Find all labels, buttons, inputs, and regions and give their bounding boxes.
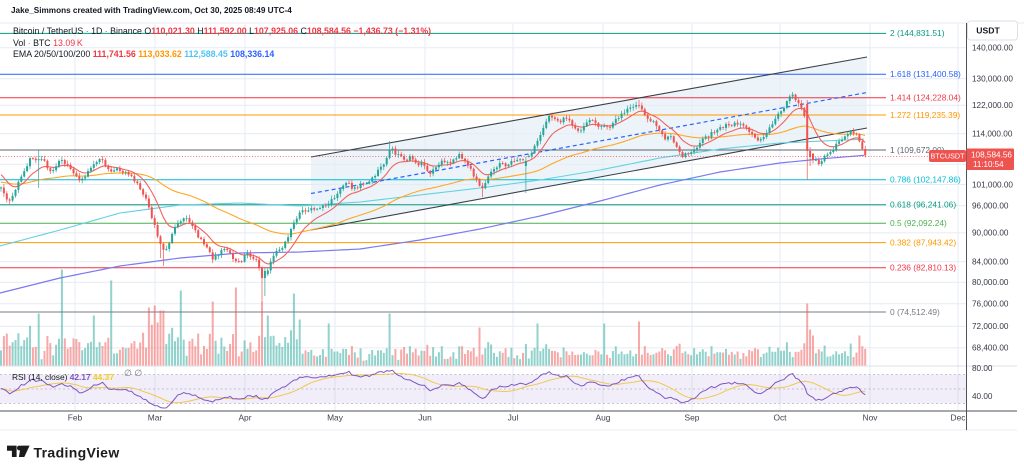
svg-text:108,584.56: 108,584.56 xyxy=(971,151,1012,160)
svg-text:Aug: Aug xyxy=(596,413,611,423)
svg-text:130,000.00: 130,000.00 xyxy=(972,75,1013,84)
svg-text:80,000.00: 80,000.00 xyxy=(972,278,1009,287)
svg-text:140,000.00: 140,000.00 xyxy=(972,44,1013,53)
svg-text:122,000.00: 122,000.00 xyxy=(972,101,1013,110)
svg-text:Dec: Dec xyxy=(951,413,966,423)
svg-text:Jul: Jul xyxy=(508,413,519,423)
svg-text:1.272 (119,235.39): 1.272 (119,235.39) xyxy=(890,110,960,120)
svg-text:Mar: Mar xyxy=(148,413,163,423)
svg-text:101,000.00: 101,000.00 xyxy=(972,180,1013,189)
svg-text:11:10:54: 11:10:54 xyxy=(973,160,1004,169)
svg-text:Nov: Nov xyxy=(863,413,879,423)
svg-text:Jake_Simmons created with Trad: Jake_Simmons created with TradingView.co… xyxy=(11,6,292,15)
svg-text:0.618 (96,241.06): 0.618 (96,241.06) xyxy=(890,200,956,210)
svg-text:1 (109,672.00): 1 (109,672.00) xyxy=(890,145,945,155)
svg-text:0.786 (102,147.86): 0.786 (102,147.86) xyxy=(890,175,961,185)
svg-text:2 (144,831.51): 2 (144,831.51) xyxy=(890,28,945,38)
svg-text:Sep: Sep xyxy=(685,413,700,423)
svg-text:68,400.00: 68,400.00 xyxy=(972,344,1009,353)
svg-text:Bitcoin / TetherUS · 1D · Bina: Bitcoin / TetherUS · 1D · Binance O110,0… xyxy=(13,26,431,36)
svg-text:0.5 (92,092.24): 0.5 (92,092.24) xyxy=(890,218,947,228)
svg-text:72,000.00: 72,000.00 xyxy=(972,322,1009,331)
svg-text:BTCUSDT: BTCUSDT xyxy=(931,152,966,161)
svg-text:EMA 20/50/100/200 111,741.56 1: EMA 20/50/100/200 111,741.56 113,033.62 … xyxy=(13,49,274,59)
svg-text:∅ ∅: ∅ ∅ xyxy=(124,368,142,378)
svg-text:84,000.00: 84,000.00 xyxy=(972,258,1009,267)
svg-text:RSI (14, close) 42.17 44.37: RSI (14, close) 42.17 44.37 xyxy=(12,372,114,382)
svg-text:0.236 (82,810.13): 0.236 (82,810.13) xyxy=(890,263,956,273)
svg-text:76,000.00: 76,000.00 xyxy=(972,300,1009,309)
svg-text:May: May xyxy=(327,413,344,423)
svg-text:Jun: Jun xyxy=(418,413,432,423)
svg-text:TradingView: TradingView xyxy=(34,444,120,460)
svg-text:114,000.00: 114,000.00 xyxy=(972,130,1013,139)
svg-text:40.00: 40.00 xyxy=(972,392,993,401)
svg-text:Vol · BTC 13.09 K: Vol · BTC 13.09 K xyxy=(13,38,83,48)
svg-text:80.00: 80.00 xyxy=(972,364,993,373)
svg-text:90,000.00: 90,000.00 xyxy=(972,229,1009,238)
svg-text:Apr: Apr xyxy=(238,413,251,423)
svg-text:USDT: USDT xyxy=(976,26,1000,36)
svg-text:Oct: Oct xyxy=(773,413,787,423)
svg-text:1.618 (131,400.58): 1.618 (131,400.58) xyxy=(890,69,961,79)
svg-text:0.382 (87,943.42): 0.382 (87,943.42) xyxy=(890,237,956,247)
svg-text:0 (74,512.49): 0 (74,512.49) xyxy=(890,307,940,317)
svg-text:Feb: Feb xyxy=(68,413,83,423)
svg-text:1.414 (124,228.04): 1.414 (124,228.04) xyxy=(890,93,961,103)
svg-text:96,000.00: 96,000.00 xyxy=(972,202,1009,211)
